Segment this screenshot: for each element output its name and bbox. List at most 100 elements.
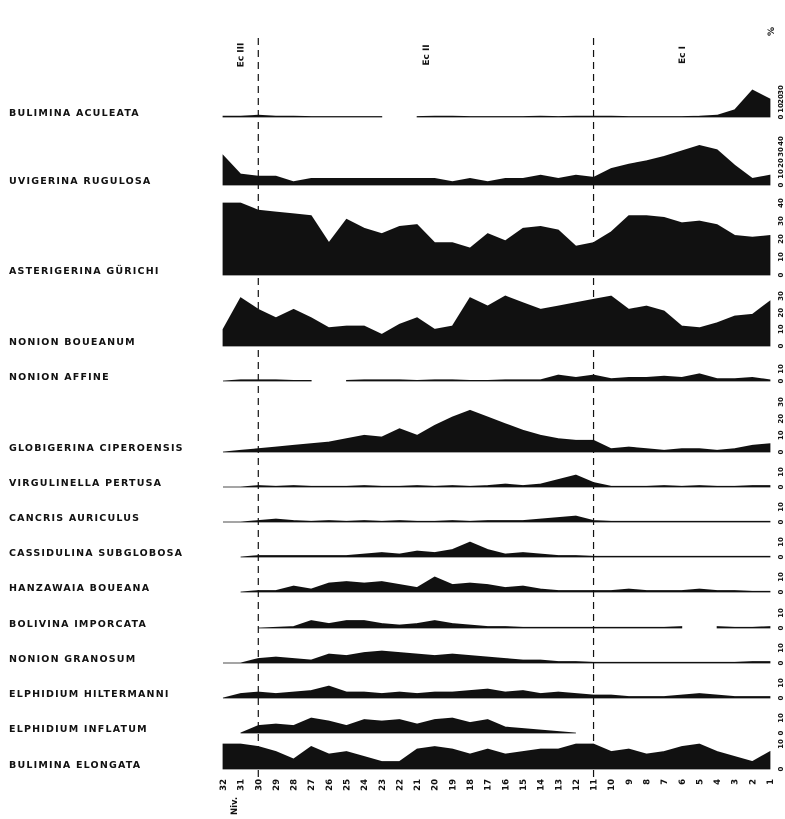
- scale-tick-label: 30: [777, 397, 785, 407]
- level-tick-label: 15: [519, 779, 529, 791]
- scale-tick-label: 10: [777, 678, 785, 688]
- level-tick-label: 7: [660, 779, 670, 785]
- level-tick-label: 11: [590, 779, 600, 791]
- scale-tick-label: 10: [777, 467, 785, 477]
- series-area: [222, 114, 383, 118]
- series-elphidium-hiltermanni: ELPHIDIUM HILTERMANNI 0 10: [9, 678, 785, 700]
- level-tick-label: 28: [290, 779, 300, 791]
- series-label: BULIMINA ACULEATA: [9, 108, 140, 119]
- series-label: NONION GRANOSUM: [9, 654, 136, 665]
- scale-tick-label: 0: [777, 730, 785, 735]
- zone-boundaries: [257, 38, 595, 778]
- scale-tick-label: 20: [777, 414, 785, 424]
- series-label: CASSIDULINA SUBGLOBOSA: [9, 548, 183, 559]
- series-area: [222, 379, 312, 382]
- scale-tick-label: 10: [777, 169, 785, 179]
- zone-label: Ec I: [678, 46, 688, 64]
- series-area: [416, 89, 771, 118]
- level-tick-label: 19: [448, 779, 458, 791]
- scale-tick-label: 10: [777, 364, 785, 374]
- series-area: [222, 685, 771, 699]
- level-tick-label: 2: [748, 779, 758, 785]
- level-tick-label: 32: [219, 779, 229, 791]
- scale-tick-label: 0: [777, 272, 785, 277]
- scale-tick-label: 0: [777, 519, 785, 524]
- series-nonion-affine: NONION AFFINE 0 10: [9, 364, 785, 383]
- series-area: [223, 650, 771, 664]
- series-label: GLOBIGERINA CIPEROENSIS: [9, 443, 184, 454]
- scale-tick-label: 0: [777, 343, 785, 348]
- scale-tick-label: 10: [777, 608, 785, 618]
- level-tick-label: 8: [643, 779, 653, 785]
- series-bolivina-imporcata: BOLIVINA IMPORCATA 0 10: [9, 608, 785, 630]
- level-tick-label: 5: [695, 779, 705, 785]
- level-tick-label: 1: [766, 779, 776, 785]
- scale-tick-label: 0: [777, 660, 785, 665]
- series-label: UVIGERINA RUGULOSA: [9, 176, 151, 187]
- series-area: [258, 620, 683, 629]
- series-area: [346, 373, 771, 382]
- scale-tick-label: 10: [777, 252, 785, 262]
- scale-tick-label: 0: [777, 625, 785, 630]
- series-area: [222, 144, 771, 186]
- scale-tick-label: 20: [777, 158, 785, 168]
- series-area: [240, 576, 771, 593]
- series-nonion-granosum: NONION GRANOSUM 0 10: [9, 643, 785, 665]
- level-tick-label: 14: [537, 779, 547, 791]
- scale-tick-label: 20: [777, 308, 785, 318]
- series-bulimina-elongata: BULIMINA ELONGATA 0 10: [9, 739, 785, 771]
- series-nonion-boueanum: NONION BOUEANUM 0 10 20 30: [9, 291, 785, 348]
- series-area: [222, 743, 771, 770]
- scale-tick-label: 20: [777, 94, 785, 104]
- level-tick-label: 13: [554, 779, 564, 791]
- level-tick-label: 10: [607, 779, 617, 791]
- series-area: [240, 541, 771, 558]
- level-tick-label: 6: [678, 779, 688, 785]
- series-area: [223, 515, 771, 523]
- level-axis-label: Niv.: [230, 797, 240, 815]
- scale-tick-label: 0: [777, 554, 785, 559]
- level-tick-label: 9: [625, 779, 635, 785]
- level-tick-label: 29: [272, 779, 282, 791]
- scale-tick-label: 30: [777, 85, 785, 95]
- scale-tick-label: 30: [777, 216, 785, 226]
- series-label: VIRGULINELLA PERTUSA: [9, 478, 162, 489]
- series-area: [240, 717, 576, 734]
- level-tick-label: 4: [713, 779, 723, 785]
- percent-label: %: [767, 27, 777, 36]
- series-hanzawaia-boueana: HANZAWAIA BOUEANA 0 10: [9, 572, 785, 594]
- scale-tick-label: 0: [777, 449, 785, 454]
- zone-labels: Ec III Ec II Ec I: [237, 43, 688, 68]
- level-tick-label: 23: [378, 779, 388, 791]
- scale-tick-label: 10: [777, 739, 785, 749]
- series-elphidium-inflatum: ELPHIDIUM INFLATUM 0 10: [9, 713, 785, 735]
- series-virgulinella-pertusa: VIRGULINELLA PERTUSA 0 10: [9, 467, 785, 489]
- level-tick-label: 27: [307, 779, 317, 791]
- series-area: [716, 626, 771, 629]
- series-label: NONION AFFINE: [9, 372, 110, 383]
- scale-tick-label: 10: [777, 430, 785, 440]
- series-area: [222, 202, 771, 276]
- scale-tick-label: 10: [777, 572, 785, 582]
- level-tick-label: 12: [572, 779, 582, 791]
- series-label: ELPHIDIUM HILTERMANNI: [9, 689, 170, 700]
- level-tick-label: 30: [254, 779, 264, 791]
- scale-tick-label: 10: [777, 324, 785, 334]
- zone-label: Ec III: [237, 43, 247, 68]
- scale-tick-label: 10: [777, 103, 785, 113]
- scale-tick-label: 20: [777, 234, 785, 244]
- level-tick-label: 20: [431, 779, 441, 791]
- scale-tick-label: 30: [777, 291, 785, 301]
- series-label: ASTERIGERINA GÜRICHI: [9, 266, 160, 277]
- series-asterigerina-g-richi: ASTERIGERINA GÜRICHI 0 10 20 30 40: [9, 198, 785, 277]
- series-label: ELPHIDIUM INFLATUM: [9, 724, 148, 735]
- level-tick-label: 17: [484, 779, 494, 791]
- series-area: [222, 295, 771, 347]
- series-label: CANCRIS AURICULUS: [9, 513, 140, 524]
- zone-label: Ec II: [422, 44, 432, 65]
- series-label: HANZAWAIA BOUEANA: [9, 583, 150, 594]
- scale-tick-label: 0: [777, 589, 785, 594]
